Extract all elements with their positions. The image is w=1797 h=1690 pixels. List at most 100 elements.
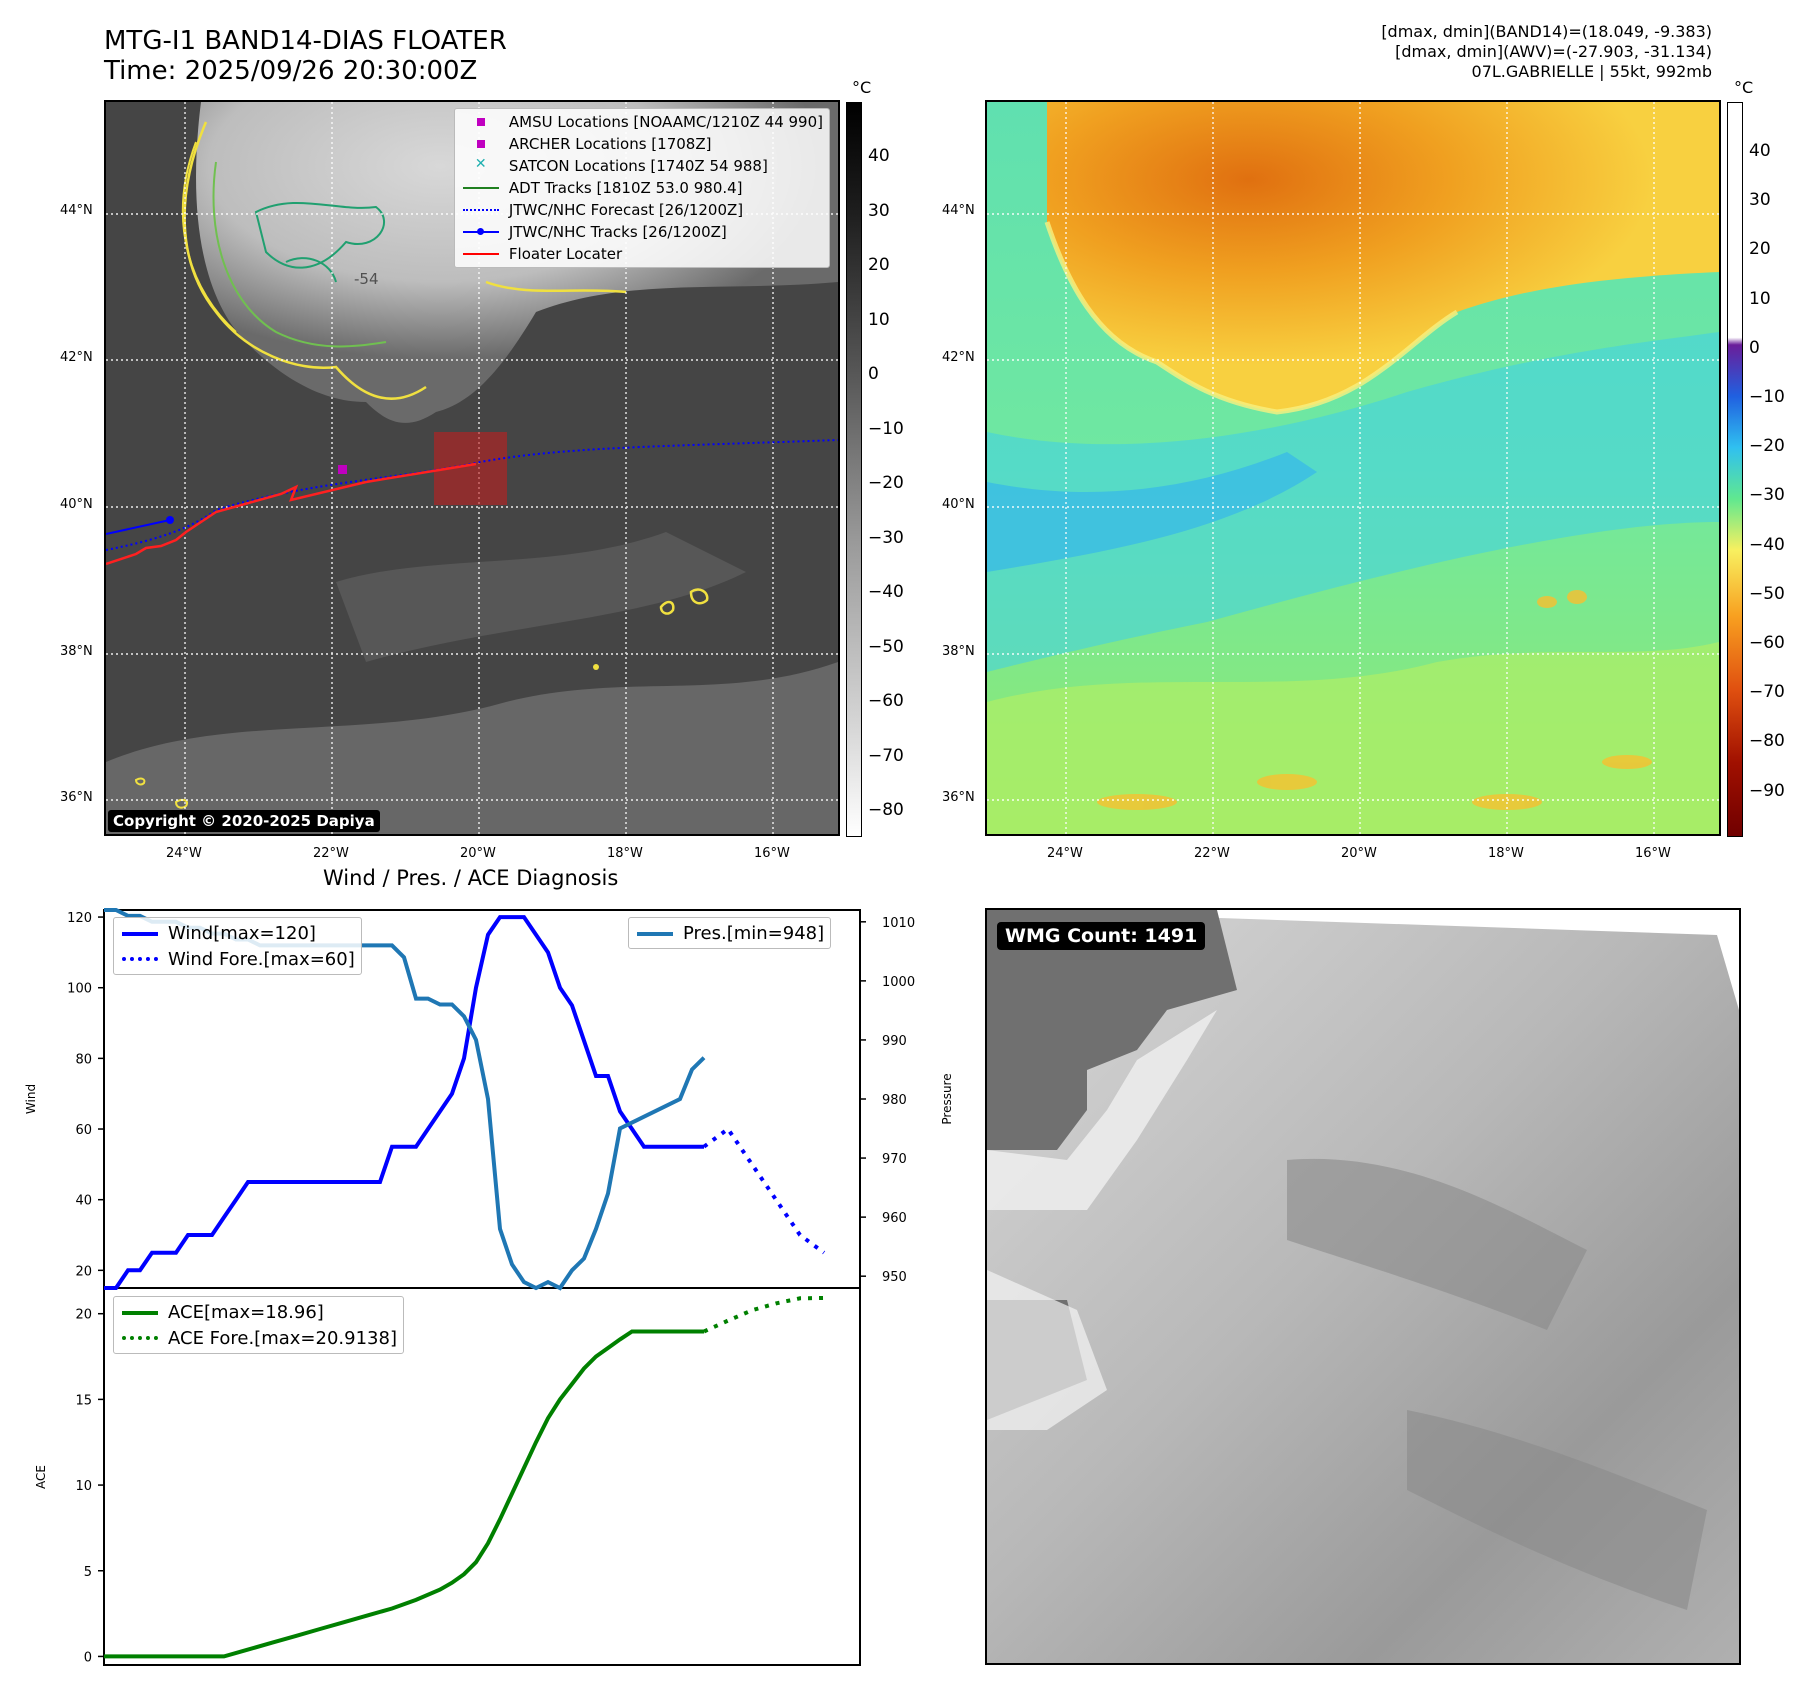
x-marker-icon: ✕ [474, 156, 487, 172]
lon-label: 24°W [166, 846, 202, 861]
colorbar-tick-label: −40 [868, 582, 904, 602]
legend-floater: Floater Locater [461, 243, 823, 265]
y-tick-label: 950 [882, 1270, 907, 1285]
dotted-line-icon [120, 952, 160, 966]
y-tick-label: 20 [75, 1264, 92, 1279]
colorbar-tick-label: −10 [1749, 387, 1785, 407]
ace-axis-ticks: 0 5 10 15 20 [75, 1308, 104, 1665]
awv-map-panel [985, 100, 1721, 836]
lat-label: 38°N [60, 644, 93, 659]
colorbar-tick-label: −30 [1749, 485, 1785, 506]
line-icon [120, 1305, 160, 1319]
series-line-ace [104, 1329, 704, 1659]
wind-legend: Wind[max=120] Wind Fore.[max=60] [113, 917, 362, 975]
colorbar-tick-label: −50 [868, 636, 904, 657]
awv-map-image [987, 102, 1719, 834]
legend-satcon: ✕ SATCON Locations [1740Z 54 988] [461, 155, 823, 177]
lon-label: 20°W [1341, 846, 1377, 861]
lat-label: 42°N [60, 350, 93, 365]
legend-forecast: JTWC/NHC Forecast [26/1200Z] [461, 199, 823, 221]
colorbar-unit: °C [1734, 78, 1754, 97]
contour-label: -54 [354, 270, 379, 288]
colorbar-tick-label: 10 [868, 309, 890, 330]
line-dot-icon [461, 225, 501, 239]
colorbar-tick-label: −30 [868, 527, 904, 548]
colorbar-tick-label: 20 [868, 255, 890, 275]
y-tick-label: 120 [67, 911, 92, 926]
colorbar-tick-label: −60 [1749, 633, 1785, 653]
lon-label: 16°W [754, 846, 790, 861]
wmg-image [987, 910, 1739, 1663]
archer-marker [338, 465, 347, 474]
y-tick-label: 60 [75, 1123, 92, 1138]
y-tick-label: 980 [882, 1093, 907, 1108]
series-line-wind-fore [702, 1126, 826, 1255]
lat-label: 38°N [942, 644, 975, 659]
copyright-badge: Copyright © 2020-2025 Dapiya [108, 810, 380, 832]
legend-wind: Wind[max=120] [120, 920, 355, 946]
y-tick-label: 960 [882, 1211, 907, 1226]
map-legend: AMSU Locations [NOAAMC/1210Z 44 990] ARC… [453, 108, 830, 268]
lon-label: 24°W [1047, 846, 1083, 861]
y-tick-label: 990 [882, 1034, 907, 1049]
y-tick-label: 1000 [882, 975, 915, 990]
square-marker-icon [461, 137, 501, 151]
info-line-1: [dmax, dmin](BAND14)=(18.049, -9.383) [1381, 22, 1712, 41]
lon-label: 18°W [1488, 846, 1524, 861]
ace-ylabel: ACE [34, 1465, 48, 1489]
colorbar-tick-label: 40 [1749, 141, 1771, 161]
line-icon [635, 926, 675, 940]
lon-label: 20°W [460, 846, 496, 861]
dotted-line-icon [461, 203, 501, 217]
line-icon [461, 181, 501, 195]
lat-label: 40°N [60, 497, 93, 512]
colorbar-tick-label: −70 [868, 745, 904, 766]
lat-label: 42°N [942, 350, 975, 365]
y-tick-label: 5 [84, 1565, 92, 1580]
awv-colorbar [1727, 102, 1743, 837]
info-line-3: 07L.GABRIELLE | 55kt, 992mb [1471, 62, 1712, 81]
y-tick-label: 1010 [882, 916, 915, 931]
legend-archer: ARCHER Locations [1708Z] [461, 133, 823, 155]
lat-label: 44°N [60, 203, 93, 218]
legend-amsu: AMSU Locations [NOAAMC/1210Z 44 990] [461, 111, 823, 133]
wmg-count-badge: WMG Count: 1491 [997, 922, 1206, 950]
ir-map-panel: -54 AMSU Locations [NOAAMC/1210Z 44 990]… [104, 100, 840, 836]
figure-title: MTG-I1 BAND14-DIAS FLOATER Time: 2025/09… [104, 26, 507, 86]
lat-label: 44°N [942, 203, 975, 218]
legend-pres: Pres.[min=948] [635, 920, 824, 946]
y-tick-label: 10 [75, 1479, 92, 1494]
lon-label: 18°W [607, 846, 643, 861]
legend-adt: ADT Tracks [1810Z 53.0 980.4] [461, 177, 823, 199]
legend-ace: ACE[max=18.96] [120, 1299, 397, 1325]
series-line-wind [104, 915, 704, 1290]
colorbar-tick-label: 30 [1749, 190, 1771, 211]
diagnosis-title: Wind / Pres. / ACE Diagnosis [323, 866, 619, 890]
colorbar-tick-label: 30 [868, 200, 890, 221]
wind-ylabel: Wind [24, 1083, 38, 1115]
colorbar-tick-label: −20 [868, 473, 904, 493]
lon-label: 22°W [313, 846, 349, 861]
lat-label: 36°N [60, 790, 93, 805]
ace-legend: ACE[max=18.96] ACE Fore.[max=20.9138] [113, 1296, 404, 1354]
colorbar-tick-label: −10 [868, 418, 904, 439]
info-line-2: [dmax, dmin](AWV)=(-27.903, -31.134) [1395, 42, 1712, 61]
colorbar-tick-label: −80 [1749, 731, 1785, 752]
colorbar-tick-label: −20 [1749, 436, 1785, 457]
y-tick-label: 100 [67, 982, 92, 997]
wind-axis-ticks: 20 40 60 80 100 120 [67, 911, 104, 1279]
pressure-legend: Pres.[min=948] [628, 917, 832, 949]
y-tick-label: 0 [84, 1650, 92, 1665]
y-tick-label: 970 [882, 1152, 907, 1167]
best-track-point [166, 516, 174, 524]
colorbar-tick-label: 40 [868, 146, 890, 166]
legend-tracks: JTWC/NHC Tracks [26/1200Z] [461, 221, 823, 243]
colorbar-tick-label: 0 [868, 364, 879, 384]
colorbar-tick-label: −50 [1749, 583, 1785, 604]
pressure-ylabel: Pressure [940, 1073, 954, 1125]
lon-label: 22°W [1194, 846, 1230, 861]
square-marker-icon [461, 115, 501, 129]
y-tick-label: 15 [75, 1393, 92, 1408]
legend-wind-fore: Wind Fore.[max=60] [120, 946, 355, 972]
